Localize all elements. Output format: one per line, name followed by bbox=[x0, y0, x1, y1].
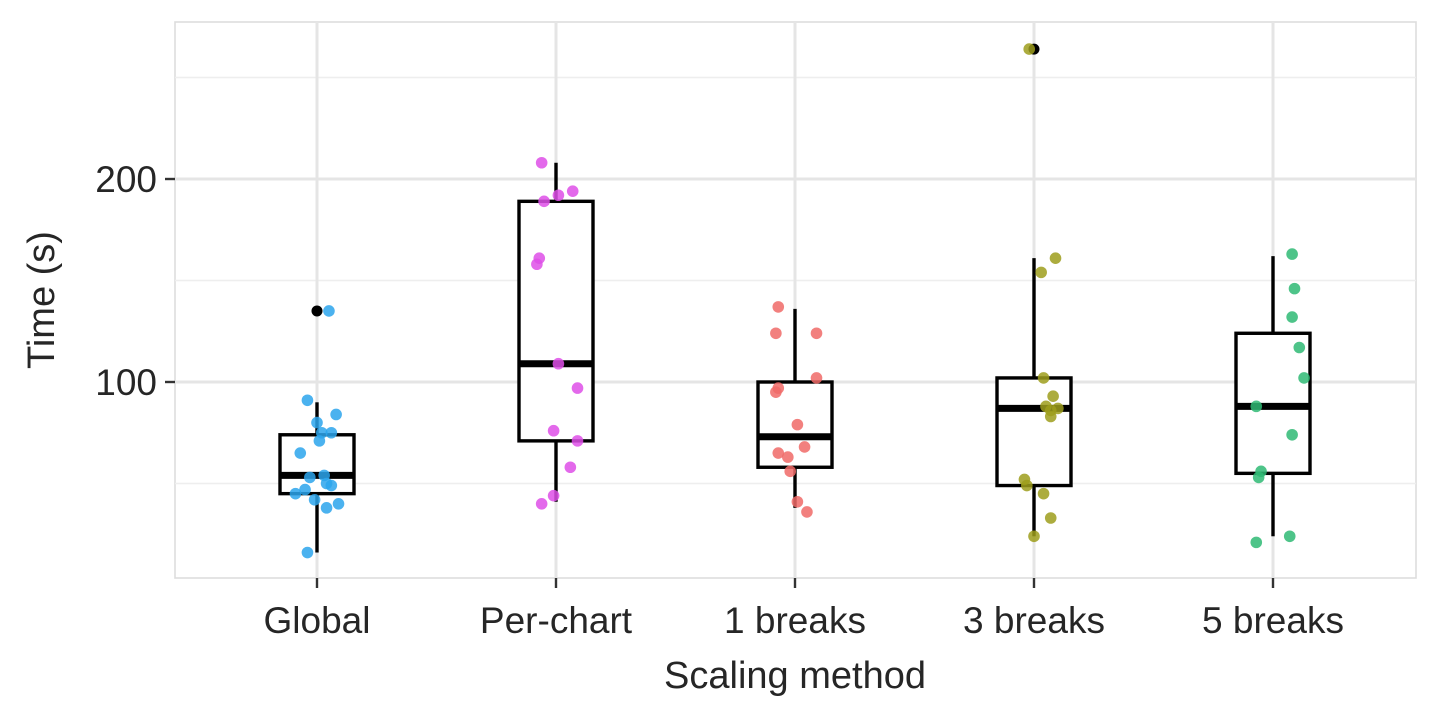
data-point bbox=[1250, 536, 1263, 549]
data-point bbox=[1023, 43, 1036, 55]
data-point bbox=[810, 327, 823, 340]
data-point bbox=[1286, 311, 1298, 323]
data-point bbox=[564, 461, 577, 474]
data-point bbox=[798, 441, 811, 453]
y-axis-title: Time (s) bbox=[21, 231, 63, 369]
data-point bbox=[772, 301, 785, 313]
point-layer bbox=[289, 43, 1310, 559]
x-tick-label: 3 breaks bbox=[963, 600, 1105, 641]
data-point bbox=[571, 435, 584, 447]
data-point bbox=[547, 424, 560, 437]
data-point bbox=[1028, 530, 1040, 543]
data-point bbox=[1021, 479, 1033, 492]
axis-layer: 100 200 Global Per-chart 1 breaks 3 breaks 5 b… bbox=[95, 159, 1344, 641]
data-point bbox=[772, 447, 785, 459]
data-point bbox=[552, 189, 565, 202]
box-iqr bbox=[756, 380, 834, 469]
data-point bbox=[791, 495, 804, 508]
points-1 bbox=[289, 305, 345, 559]
data-point bbox=[782, 451, 794, 463]
y-tick-label: 100 bbox=[95, 362, 157, 403]
data-point bbox=[1298, 372, 1310, 384]
data-point bbox=[535, 156, 548, 169]
x-axis-title: Scaling method bbox=[664, 655, 926, 697]
data-point bbox=[538, 195, 550, 208]
points-2 bbox=[531, 156, 584, 510]
data-point bbox=[1044, 410, 1057, 423]
data-point bbox=[1044, 512, 1057, 524]
data-point bbox=[1037, 372, 1050, 384]
data-point bbox=[1288, 282, 1301, 295]
data-point bbox=[552, 357, 565, 370]
data-point bbox=[770, 327, 782, 340]
data-point bbox=[1286, 248, 1298, 260]
y-tick-label: 200 bbox=[95, 159, 157, 200]
data-point bbox=[1047, 390, 1059, 403]
data-point bbox=[1293, 341, 1306, 354]
data-point bbox=[1250, 400, 1263, 413]
data-point bbox=[535, 498, 548, 510]
data-point bbox=[323, 305, 335, 317]
data-point bbox=[325, 426, 338, 439]
x-tick-label: 5 breaks bbox=[1202, 600, 1344, 641]
data-point bbox=[566, 185, 579, 197]
data-point bbox=[571, 382, 584, 394]
data-point bbox=[784, 465, 797, 478]
x-tick-label: Per-chart bbox=[480, 600, 633, 641]
data-point bbox=[1283, 530, 1296, 543]
data-point bbox=[313, 435, 326, 447]
data-point bbox=[320, 502, 333, 514]
points-4 bbox=[1018, 43, 1064, 543]
box-5 bbox=[1234, 256, 1312, 537]
outlier-point bbox=[311, 305, 323, 317]
data-point bbox=[301, 394, 314, 407]
data-point bbox=[332, 498, 345, 510]
data-point bbox=[294, 447, 307, 459]
data-point bbox=[289, 487, 302, 500]
data-point bbox=[325, 479, 338, 492]
points-5 bbox=[1250, 248, 1310, 549]
data-point bbox=[301, 546, 314, 559]
data-point bbox=[1035, 266, 1047, 279]
data-point bbox=[810, 372, 823, 384]
data-point bbox=[330, 408, 342, 421]
data-point bbox=[770, 386, 782, 398]
data-point bbox=[311, 416, 323, 429]
data-point bbox=[304, 471, 316, 484]
x-tick-label: Global bbox=[264, 600, 371, 641]
box-iqr bbox=[995, 376, 1073, 488]
data-point bbox=[531, 258, 543, 271]
data-point bbox=[1049, 252, 1062, 264]
data-point bbox=[299, 483, 311, 496]
box-iqr bbox=[517, 199, 595, 443]
x-tick-label: 1 breaks bbox=[724, 600, 866, 641]
points-3 bbox=[770, 301, 823, 518]
data-point bbox=[1286, 428, 1298, 441]
data-point bbox=[547, 489, 560, 502]
box-2 bbox=[517, 162, 595, 502]
data-point bbox=[1252, 471, 1265, 484]
box-3 bbox=[756, 308, 834, 508]
data-point bbox=[801, 506, 813, 518]
data-point bbox=[308, 493, 321, 506]
data-point bbox=[1037, 487, 1050, 500]
data-point bbox=[791, 418, 804, 431]
